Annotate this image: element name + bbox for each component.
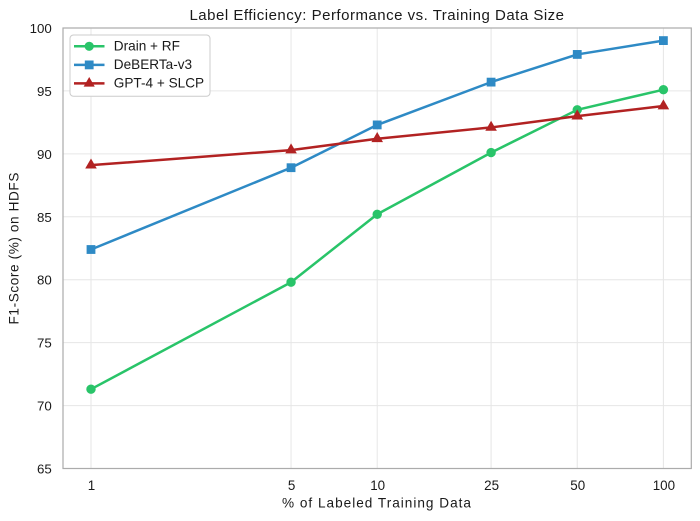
svg-text:85: 85	[37, 210, 52, 225]
svg-text:5: 5	[288, 478, 295, 493]
svg-text:95: 95	[37, 84, 52, 99]
svg-text:DeBERTa-v3: DeBERTa-v3	[114, 57, 192, 72]
svg-text:75: 75	[37, 336, 52, 351]
svg-text:Label Efficiency: Performance: Label Efficiency: Performance vs. Traini…	[189, 7, 564, 24]
svg-text:100: 100	[30, 21, 52, 36]
svg-text:65: 65	[37, 462, 52, 477]
svg-text:100: 100	[653, 478, 675, 493]
svg-text:GPT-4 + SLCP: GPT-4 + SLCP	[114, 76, 204, 91]
svg-text:Drain + RF: Drain + RF	[114, 39, 180, 54]
svg-text:F1-Score (%) on HDFS: F1-Score (%) on HDFS	[7, 172, 22, 325]
svg-text:70: 70	[37, 399, 52, 414]
svg-text:80: 80	[37, 273, 52, 288]
svg-text:% of Labeled Training Data: % of Labeled Training Data	[282, 496, 472, 511]
svg-text:50: 50	[570, 478, 585, 493]
svg-text:10: 10	[370, 478, 385, 493]
svg-text:1: 1	[88, 478, 95, 493]
svg-text:90: 90	[37, 147, 52, 162]
svg-text:25: 25	[484, 478, 499, 493]
